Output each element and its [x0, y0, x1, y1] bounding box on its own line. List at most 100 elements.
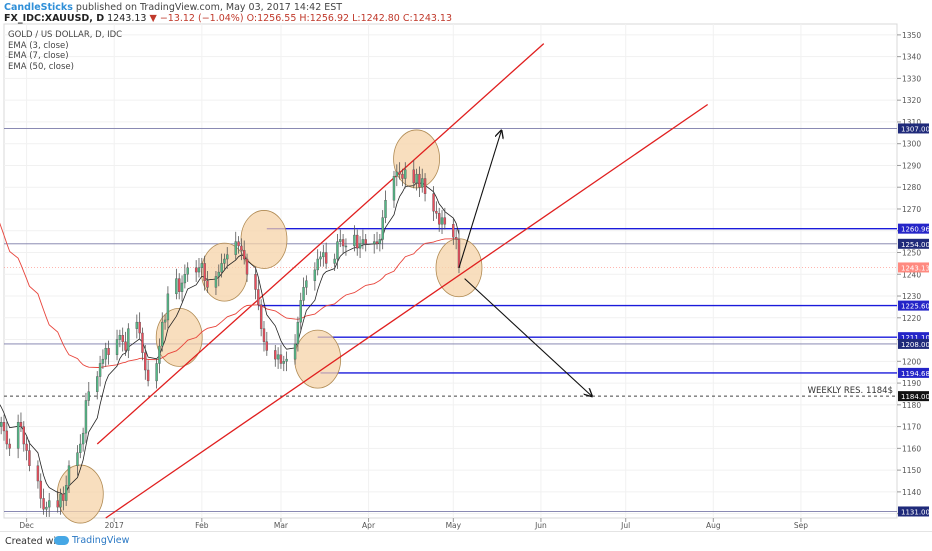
candle-body	[333, 258, 336, 264]
candle-body	[319, 256, 322, 260]
candle-body	[197, 267, 201, 273]
candle-body	[341, 239, 345, 247]
publisher-name[interactable]: CandleSticks	[4, 2, 73, 13]
legend-ema-7[interactable]: EMA (7, close)	[8, 51, 69, 61]
candle-body	[245, 258, 249, 275]
price-tag-bg	[898, 338, 929, 349]
candle-body	[276, 354, 280, 360]
candles	[0, 160, 461, 517]
candle-body	[180, 282, 184, 292]
candle-body	[16, 422, 20, 449]
candle-body	[118, 334, 122, 340]
candle-body	[84, 400, 88, 434]
price-tag-label: 1225.60	[901, 303, 930, 311]
plot-frame	[3, 23, 898, 519]
y-tick-label: 1280	[902, 183, 921, 192]
time-axis[interactable]: Dec 2017 Feb Mar Apr May Jun Jul Aug Sep	[19, 518, 808, 530]
candle-body	[64, 485, 68, 501]
candle-body	[200, 263, 204, 268]
candle-body	[316, 258, 319, 271]
candle-body	[141, 332, 144, 353]
y-tick-label: 1160	[902, 444, 921, 453]
price-levels	[4, 128, 897, 512]
legend-ema-50[interactable]: EMA (50, close)	[8, 61, 74, 72]
x-tick-label: May	[446, 521, 462, 530]
highlight-circle	[294, 329, 342, 389]
candle-body	[452, 224, 455, 238]
y-tick-label: 1310	[902, 118, 921, 127]
candle-body	[322, 252, 325, 258]
candle-body	[313, 269, 317, 281]
candle-body	[144, 352, 147, 371]
candle-body	[59, 493, 62, 508]
projection-arrows	[458, 131, 592, 396]
candle-body	[293, 343, 297, 360]
candle-body	[183, 274, 187, 284]
candle-body	[401, 173, 404, 179]
legend-ema-3[interactable]: EMA (3, close)	[8, 40, 69, 51]
candle-body	[435, 210, 438, 214]
candle-body	[457, 239, 461, 268]
candle-body	[392, 176, 396, 201]
tradingview-cloud-icon	[54, 536, 69, 545]
x-tick-label: Mar	[274, 521, 289, 530]
low-value: L:1242.80	[352, 13, 400, 24]
price-tag-label: 1254.00	[901, 241, 930, 249]
candle-body	[146, 369, 150, 382]
footer: Created with TradingView	[0, 531, 932, 551]
candle-body	[437, 213, 441, 225]
candle-body	[421, 178, 424, 188]
y-tick-label: 1350	[902, 31, 921, 40]
y-tick-label: 1200	[902, 357, 921, 366]
candle-body	[324, 252, 328, 264]
last-price-tag-bg	[898, 262, 929, 273]
candle-body	[39, 480, 42, 499]
price-tag-bg	[898, 332, 929, 343]
y-tick-label: 1150	[902, 466, 921, 475]
candle-body	[166, 293, 170, 321]
candle-body	[302, 287, 305, 301]
candle-body	[381, 217, 384, 240]
price-tag-bg	[898, 367, 929, 378]
candle-body	[155, 363, 158, 382]
channel-line	[96, 43, 545, 445]
candle-body	[223, 258, 226, 264]
last-price-tag: 1243.13	[901, 264, 930, 272]
candle-body	[206, 280, 209, 288]
candle-body	[356, 234, 359, 249]
price-tag-label: 1194.68	[901, 370, 930, 378]
candle-body	[96, 376, 99, 392]
candle-body	[378, 239, 382, 244]
price-tag-label: 1307.00	[901, 125, 930, 133]
y-tick-label: 1170	[902, 423, 921, 432]
tradingview-link[interactable]: TradingView	[54, 535, 129, 546]
indicator-legend: GOLD / US DOLLAR, D, IDC EMA (3, close) …	[8, 30, 122, 72]
candle-body	[203, 263, 206, 281]
price-tag-bg	[898, 238, 929, 249]
candle-body	[124, 341, 127, 351]
candle-body	[79, 443, 82, 453]
candle-body	[101, 358, 105, 364]
y-tick-label: 1180	[902, 401, 921, 410]
open-value: O:1256.55	[246, 13, 297, 24]
candle-body	[42, 498, 45, 510]
price-tag-label: 1184.00	[901, 393, 930, 401]
x-tick-label: Apr	[362, 521, 376, 530]
candle-body	[121, 334, 124, 342]
candle-body	[257, 289, 260, 305]
high-value: H:1256.92	[299, 13, 350, 24]
x-tick-label: Dec	[19, 521, 34, 530]
candle-body	[415, 173, 418, 184]
candle-body	[178, 278, 181, 292]
candle-body	[440, 217, 444, 225]
candle-body	[279, 354, 283, 364]
price-tag-label: 1211.10	[901, 334, 930, 342]
x-tick-label: 2017	[105, 521, 124, 530]
candle-body	[285, 358, 288, 362]
last-price: 1243.13	[107, 13, 147, 24]
weekly-resistance-label: WEEKLY RES. 1184$	[808, 386, 893, 396]
candle-body	[443, 217, 447, 225]
y-tick-label: 1140	[902, 488, 921, 497]
candle-body	[5, 430, 9, 445]
